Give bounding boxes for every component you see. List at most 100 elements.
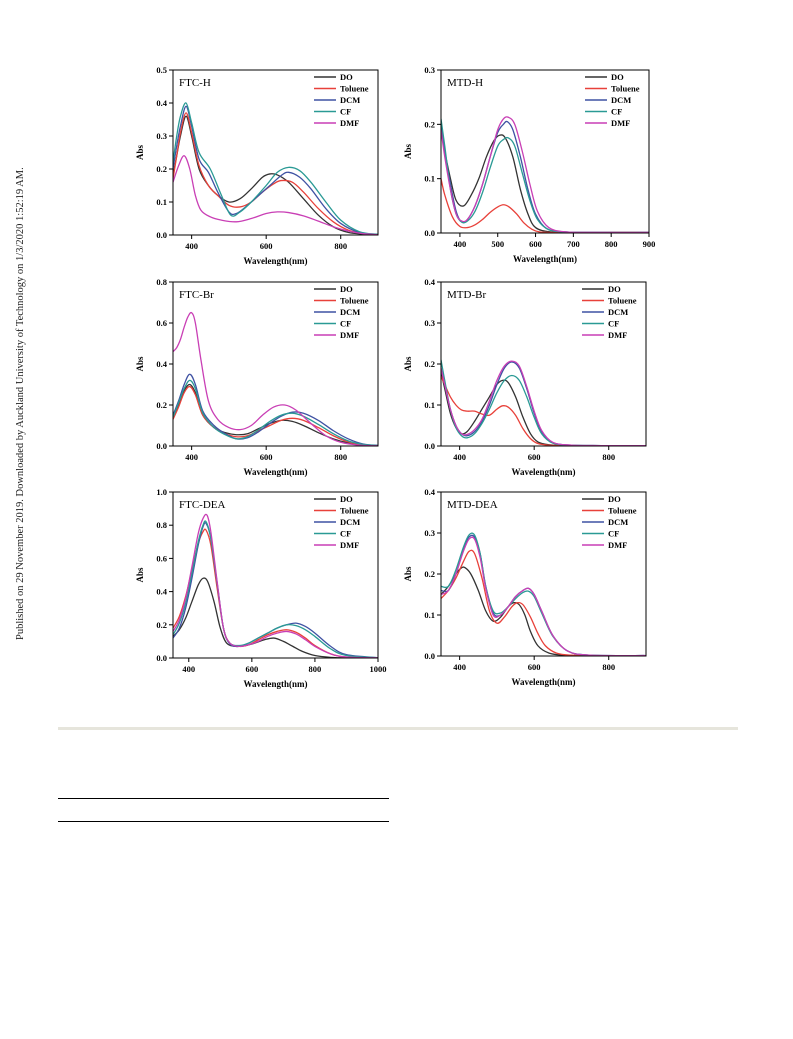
y-tick-label: 0.3: [424, 65, 435, 75]
series-line-do: [441, 129, 649, 233]
x-axis-label: Wavelength(nm): [244, 256, 308, 266]
series-group: [173, 311, 378, 446]
legend-label-cf: CF: [340, 107, 351, 117]
x-tick-label: 600: [260, 241, 273, 251]
x-tick-label: 900: [643, 239, 656, 249]
legend-label-cf: CF: [340, 529, 351, 539]
legend-label-dcm: DCM: [608, 307, 628, 317]
x-tick-label: 500: [491, 239, 504, 249]
legend-label-toluene: Toluene: [340, 84, 369, 94]
y-tick-label: 0.2: [424, 119, 435, 129]
legend-label-toluene: Toluene: [608, 296, 637, 306]
x-tick-label: 400: [185, 452, 198, 462]
chart-ftc-br: 0.0 0.2 0.4 0.6 0.8 400 600 800 Wavelength(nm) Ab…: [118, 270, 388, 485]
series-line-dmf: [173, 513, 378, 658]
legend-label-dmf: DMF: [611, 118, 630, 128]
y-axis-label: Abs: [403, 566, 413, 582]
chart-title: MTD-H: [447, 77, 483, 89]
y-tick-label: 0.0: [424, 651, 435, 661]
x-tick-label: 400: [453, 452, 466, 462]
series-line-dmf: [173, 311, 378, 446]
series-line-do: [173, 577, 378, 658]
x-axis-label: Wavelength(nm): [513, 254, 577, 264]
legend-label-toluene: Toluene: [608, 506, 637, 516]
y-tick-label: 0.8: [156, 277, 167, 287]
y-axis-label: Abs: [135, 145, 145, 161]
legend-label-do: DO: [340, 494, 353, 504]
series-line-do: [173, 115, 378, 235]
x-tick-label: 800: [334, 241, 347, 251]
y-tick-label: 1.0: [156, 487, 167, 497]
series-line-toluene: [441, 549, 646, 656]
series-group: [441, 116, 649, 233]
legend-label-do: DO: [340, 284, 353, 294]
y-tick-label: 0.2: [156, 620, 167, 630]
chart-title: FTC-DEA: [179, 499, 226, 511]
series-group: [173, 513, 378, 658]
chart-mtd-h-svg: 0.0 0.1 0.2 0.3 400 500 600 700 800 900 Wavelength…: [403, 65, 656, 264]
legend-label-cf: CF: [608, 529, 619, 539]
y-axis-label: Abs: [135, 567, 145, 583]
series-group: [441, 532, 646, 656]
legend-label-toluene: Toluene: [340, 296, 369, 306]
x-axis-label: Wavelength(nm): [512, 467, 576, 477]
y-tick-label: 0.4: [424, 277, 435, 287]
y-tick-label: 0.6: [156, 318, 167, 328]
x-tick-label: 800: [605, 239, 618, 249]
section-divider: [58, 727, 738, 730]
x-tick-label: 1000: [370, 664, 387, 674]
y-tick-label: 0.8: [156, 520, 167, 530]
chart-ftc-h-svg: 0.0 0.1 0.2 0.3 0.4 0.5 400 600 800 Wavelength(nm…: [135, 65, 379, 266]
legend-label-dmf: DMF: [608, 330, 627, 340]
legend-label-do: DO: [608, 494, 621, 504]
series-group: [173, 102, 378, 235]
y-tick-label: 0.0: [156, 230, 167, 240]
y-axis-label: Abs: [403, 356, 413, 372]
chart-ftc-dea-svg: 0.0 0.2 0.4 0.6 0.8 1.0 400 600 800 1000 Wavelengt…: [135, 487, 387, 689]
x-tick-label: 400: [454, 239, 467, 249]
series-line-cf: [173, 102, 378, 235]
chart-title: MTD-DEA: [447, 499, 498, 511]
x-tick-label: 700: [567, 239, 580, 249]
legend-label-dcm: DCM: [340, 307, 360, 317]
legend-label-dmf: DMF: [340, 118, 359, 128]
legend-label-cf: CF: [608, 319, 619, 329]
y-tick-label: 0.1: [156, 197, 167, 207]
table-top-rule: [58, 798, 389, 799]
legend-label-dcm: DCM: [608, 517, 628, 527]
y-tick-label: 0.2: [156, 400, 167, 410]
legend-label-dmf: DMF: [340, 330, 359, 340]
y-tick-label: 0.4: [156, 587, 167, 597]
x-tick-label: 800: [334, 452, 347, 462]
chart-mtd-br-svg: 0.0 0.1 0.2 0.3 0.4 400 600 800 Wavelength(nm) Ab…: [403, 277, 647, 477]
x-tick-label: 800: [602, 662, 615, 672]
y-tick-label: 0.4: [156, 98, 167, 108]
legend-label-toluene: Toluene: [611, 84, 640, 94]
chart-mtd-dea-svg: 0.0 0.1 0.2 0.3 0.4 400 600 800 Wavelength(nm) Ab…: [403, 487, 647, 687]
table-header-rule: [58, 821, 389, 822]
y-tick-label: 0.1: [424, 174, 435, 184]
series-line-dcm: [441, 534, 646, 656]
series-line-dcm: [173, 373, 378, 446]
series-line-cf: [441, 532, 646, 656]
y-tick-label: 0.3: [424, 318, 435, 328]
x-tick-label: 400: [453, 662, 466, 672]
plot-frame: [172, 69, 379, 236]
x-tick-label: 800: [309, 664, 322, 674]
x-tick-label: 400: [182, 664, 195, 674]
legend-label-dcm: DCM: [611, 95, 631, 105]
y-tick-label: 0.4: [424, 487, 435, 497]
series-line-cf: [441, 118, 649, 233]
series-line-do: [173, 383, 378, 446]
series-line-dmf: [173, 155, 378, 235]
x-tick-label: 600: [528, 662, 541, 672]
legend-label-cf: CF: [340, 319, 351, 329]
plot-frame: [172, 491, 379, 659]
y-tick-label: 0.1: [424, 610, 435, 620]
x-axis-label: Wavelength(nm): [512, 677, 576, 687]
legend-label-do: DO: [608, 284, 621, 294]
y-tick-label: 0.0: [156, 441, 167, 451]
x-tick-label: 600: [529, 239, 542, 249]
y-tick-label: 0.1: [424, 400, 435, 410]
legend-label-do: DO: [340, 72, 353, 82]
